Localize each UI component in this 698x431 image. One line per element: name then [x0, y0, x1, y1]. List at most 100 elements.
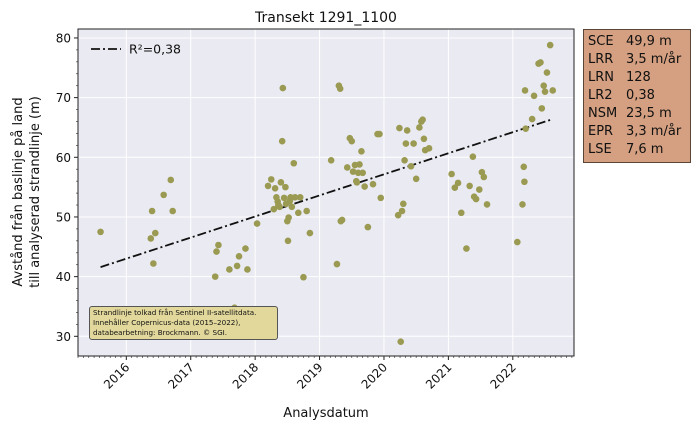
data-point [519, 201, 526, 208]
stat-value: 49,9 m [626, 34, 672, 49]
data-point [333, 260, 341, 268]
data-point [364, 223, 372, 231]
y-axis-label-line-2: till analyserad strandlinje (m) [28, 96, 43, 288]
data-point [541, 88, 549, 95]
stat-key: NSM [588, 106, 618, 121]
data-point [169, 207, 176, 215]
x-tick-label: 2019 [294, 360, 325, 391]
stat-value: 3,3 m/år [626, 124, 682, 139]
y-tick-label: 40 [56, 270, 71, 284]
stat-value: 0,38 [626, 88, 655, 103]
data-point [361, 183, 368, 190]
data-point [359, 169, 367, 177]
data-point [358, 148, 365, 155]
data-point [407, 162, 415, 170]
legend: R²=0,38 [91, 42, 181, 57]
stat-row-nsm: NSM 23,5 m [588, 105, 686, 123]
data-point [264, 182, 272, 190]
data-source-note: Strandlinje tolkad från Sentinel II-sate… [89, 306, 278, 340]
data-point [290, 159, 298, 167]
x-tick-label: 2017 [165, 360, 196, 391]
data-point [522, 125, 529, 132]
data-point [296, 193, 304, 201]
stat-value: 7,6 m [626, 142, 664, 157]
y-axis-label: Avstånd från baslinje på land till analy… [11, 96, 43, 288]
data-point [410, 140, 417, 147]
data-point [295, 209, 302, 217]
data-point [546, 41, 554, 49]
data-point [270, 205, 278, 213]
data-point [338, 216, 346, 224]
data-point [402, 140, 410, 147]
stat-value: 128 [626, 70, 651, 85]
data-point [148, 207, 156, 215]
y-tick-label: 50 [56, 210, 71, 224]
data-point [343, 164, 351, 171]
data-point [476, 186, 483, 193]
data-point [419, 116, 426, 124]
data-point [416, 124, 423, 131]
x-tick-label: 2020 [359, 360, 390, 391]
x-tick-label: 2018 [230, 360, 261, 391]
stat-value: 23,5 m [626, 106, 672, 121]
data-point [354, 169, 362, 177]
note-line: Strandlinje tolkad från Sentinel II-sate… [93, 308, 257, 317]
data-point [160, 191, 167, 199]
data-points [97, 41, 557, 345]
data-point [399, 200, 407, 208]
data-point [538, 105, 546, 112]
data-point [244, 266, 251, 273]
note-line: Innehåller Copernicus-data (2015–2022), [93, 318, 241, 327]
data-point [279, 84, 287, 92]
data-point [397, 338, 405, 345]
data-point [420, 135, 428, 143]
data-point [327, 156, 335, 164]
data-point [480, 173, 488, 181]
data-point [233, 262, 241, 270]
grid-lines [78, 29, 574, 356]
data-point [466, 182, 473, 190]
data-point [226, 266, 233, 273]
x-tick-label: 2021 [423, 360, 454, 391]
data-point [306, 229, 314, 237]
data-point [300, 273, 307, 281]
y-tick-label: 60 [56, 151, 71, 165]
regression-line [100, 118, 554, 268]
data-point [282, 183, 289, 191]
data-point [287, 193, 294, 201]
stat-key: LRN [588, 70, 614, 85]
legend-label: R²=0,38 [129, 42, 181, 57]
data-point [369, 180, 377, 188]
data-point [514, 238, 521, 246]
y-tick-label: 70 [56, 91, 71, 105]
note-line: databearbetning: Brockmann. © SGI. [93, 328, 228, 337]
stat-key: LSE [588, 142, 612, 157]
data-point [412, 175, 420, 183]
data-point [336, 85, 344, 92]
data-point [235, 253, 243, 260]
data-point [377, 194, 385, 202]
data-point [284, 237, 292, 245]
data-point [288, 203, 296, 211]
data-point [425, 145, 433, 152]
data-point [457, 209, 465, 217]
stat-key: LR2 [588, 88, 613, 103]
data-point [521, 178, 528, 186]
data-point [253, 220, 261, 227]
data-point [147, 235, 155, 242]
data-point [276, 203, 283, 211]
data-point [213, 248, 220, 255]
data-point [540, 82, 548, 89]
x-tick-label: 2016 [101, 360, 132, 391]
x-tick-label: 2022 [487, 360, 518, 391]
y-axis-label-line-1: Avstånd från baslinje på land [11, 97, 26, 286]
data-point [150, 260, 157, 267]
data-point [398, 207, 406, 215]
data-point [394, 211, 402, 219]
data-point [242, 245, 249, 252]
data-point [215, 241, 222, 249]
stat-row-lse: LSE 7,6 m [588, 141, 686, 159]
data-point [469, 153, 477, 160]
data-point [530, 92, 538, 100]
